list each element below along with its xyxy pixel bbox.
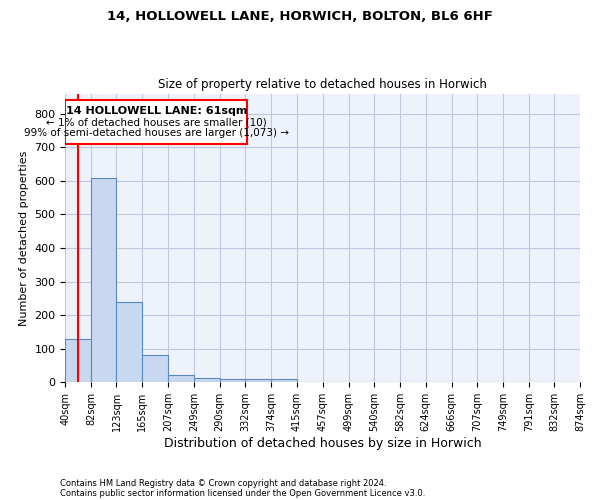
Text: 14 HOLLOWELL LANE: 61sqm: 14 HOLLOWELL LANE: 61sqm <box>65 106 247 117</box>
Bar <box>142 356 169 382</box>
Bar <box>220 380 245 382</box>
Bar <box>169 375 194 382</box>
Y-axis label: Number of detached properties: Number of detached properties <box>19 150 29 326</box>
Bar <box>91 178 116 382</box>
Text: Contains HM Land Registry data © Crown copyright and database right 2024.: Contains HM Land Registry data © Crown c… <box>60 478 386 488</box>
Text: 14, HOLLOWELL LANE, HORWICH, BOLTON, BL6 6HF: 14, HOLLOWELL LANE, HORWICH, BOLTON, BL6… <box>107 10 493 23</box>
Bar <box>116 302 142 382</box>
Title: Size of property relative to detached houses in Horwich: Size of property relative to detached ho… <box>158 78 487 91</box>
Bar <box>271 379 297 382</box>
FancyBboxPatch shape <box>65 100 247 144</box>
Text: 99% of semi-detached houses are larger (1,073) →: 99% of semi-detached houses are larger (… <box>24 128 289 138</box>
Bar <box>194 378 220 382</box>
X-axis label: Distribution of detached houses by size in Horwich: Distribution of detached houses by size … <box>164 437 481 450</box>
Text: Contains public sector information licensed under the Open Government Licence v3: Contains public sector information licen… <box>60 488 425 498</box>
Text: ← 1% of detached houses are smaller (10): ← 1% of detached houses are smaller (10) <box>46 118 266 128</box>
Bar <box>65 338 91 382</box>
Bar <box>245 380 271 382</box>
